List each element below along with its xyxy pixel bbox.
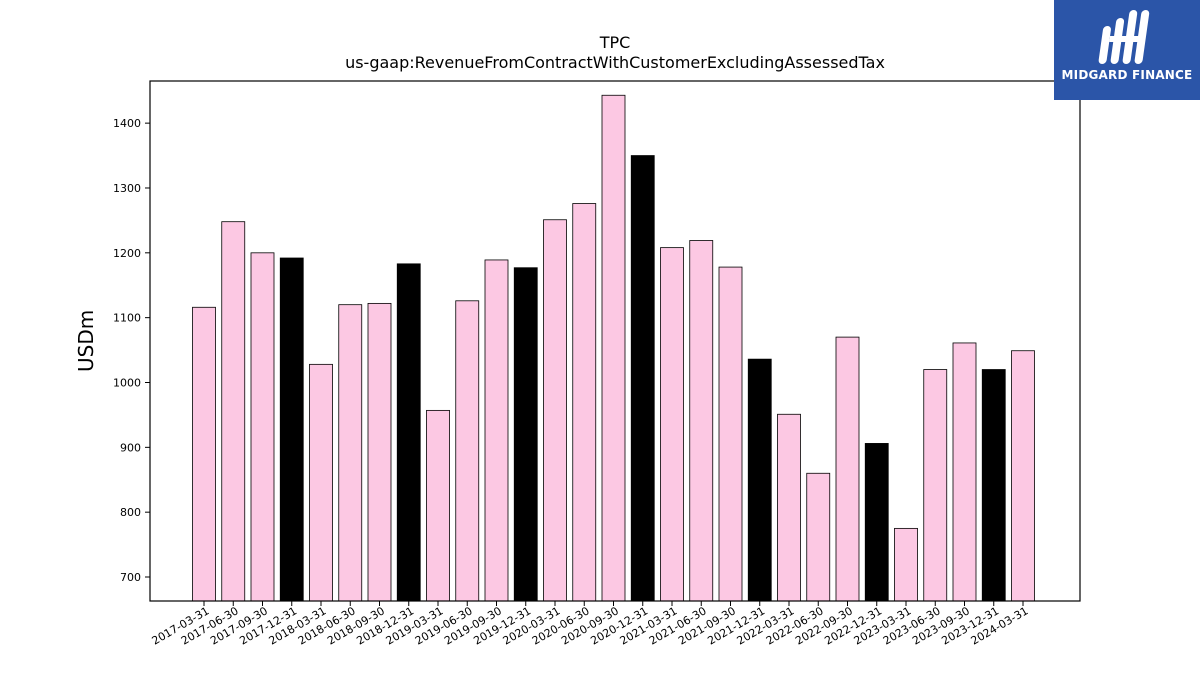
y-tick-label: 1100 (113, 312, 141, 325)
y-tick-label: 1200 (113, 247, 141, 260)
bar-2019-12-31 (513, 267, 538, 602)
bar-2017-06-30 (221, 221, 246, 602)
bar-2022-12-31 (864, 443, 889, 602)
bar-2023-03-31 (894, 527, 918, 602)
bar-2017-12-31 (279, 257, 304, 602)
logo-text: MIDGARD FINANCE (1061, 68, 1193, 82)
midgard-logo-icon (1098, 10, 1150, 64)
chart-subtitle: us-gaap:RevenueFromContractWithCustomerE… (345, 53, 885, 72)
y-tick-label: 900 (120, 441, 141, 454)
bar-2018-06-30 (338, 304, 363, 602)
bar-2021-12-31 (747, 358, 772, 602)
bar-2020-12-31 (630, 155, 655, 602)
bar-2021-09-30 (718, 266, 743, 602)
bar-2018-03-31 (309, 363, 333, 602)
y-tick-label: 1000 (113, 376, 141, 389)
bar-2023-06-30 (923, 369, 948, 602)
bar-2023-12-31 (981, 369, 1006, 602)
bar-2021-03-31 (660, 247, 684, 602)
y-tick-label: 1400 (113, 117, 141, 130)
bar-2019-06-30 (455, 300, 480, 602)
plot-frame (149, 80, 1081, 602)
bar-2024-03-31 (1011, 350, 1035, 602)
bar-2022-09-30 (835, 336, 860, 602)
bar-2020-06-30 (572, 203, 597, 602)
y-axis-label: USDm (74, 309, 98, 372)
bar-2018-09-30 (367, 302, 392, 602)
bar-2021-06-30 (689, 240, 714, 602)
bar-2020-09-30 (601, 94, 626, 602)
bar-2023-09-30 (952, 342, 977, 602)
bar-2022-06-30 (806, 472, 831, 602)
chart-title: TPC (599, 33, 631, 52)
y-tick-label: 1300 (113, 182, 141, 195)
bar-2017-09-30 (250, 252, 275, 602)
bar-2020-03-31 (543, 219, 567, 602)
brand-logo: MIDGARD FINANCE (1054, 0, 1200, 100)
bar-2018-12-31 (396, 263, 421, 602)
y-tick-label: 700 (120, 571, 141, 584)
bar-2022-03-31 (777, 413, 801, 602)
bar-2019-03-31 (426, 409, 450, 602)
bar-2017-03-31 (192, 306, 216, 602)
bar-2019-09-30 (484, 259, 509, 602)
y-tick-label: 800 (120, 506, 141, 519)
